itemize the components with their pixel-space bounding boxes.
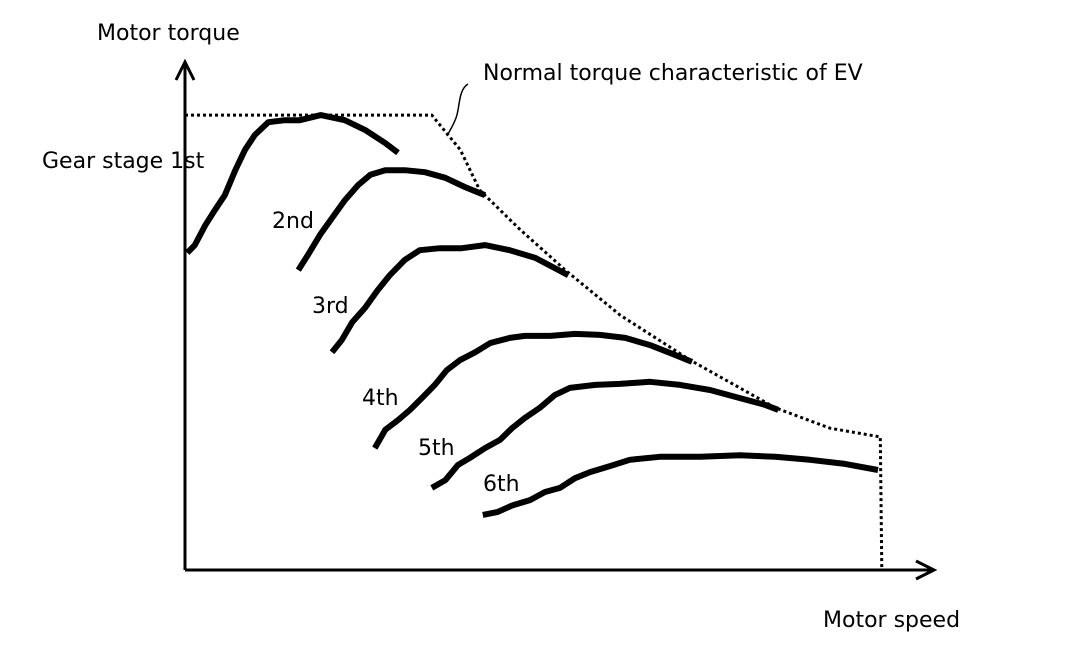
gear-torque-curve-1 [185,112,400,255]
gear-label-2nd: 2nd [272,209,314,234]
gear-label-1st: Gear stage 1st [42,149,205,174]
y-axis-label: Motor torque [97,21,240,46]
normal-torque-envelope-line [185,113,884,571]
gear-torque-curve-2 [295,167,487,272]
gear-torque-curve-6 [482,452,879,518]
x-axis-label: Motor speed [823,608,960,633]
annotation-leader-line [446,83,469,137]
gear-torque-curve-4 [372,330,694,450]
envelope-annotation: Normal torque characteristic of EV [483,61,863,86]
gear-torque-curve-5 [430,378,780,491]
gear-label-3rd: 3rd [312,294,349,319]
gear-torque-curve-3 [329,242,570,355]
x-axis-arrow-icon [915,559,938,581]
gear-label-4th: 4th [362,386,399,411]
axes [174,58,938,581]
gear-label-5th: 5th [418,436,455,461]
y-axis-arrow-icon [174,58,196,81]
gear-label-6th: 6th [483,472,520,497]
